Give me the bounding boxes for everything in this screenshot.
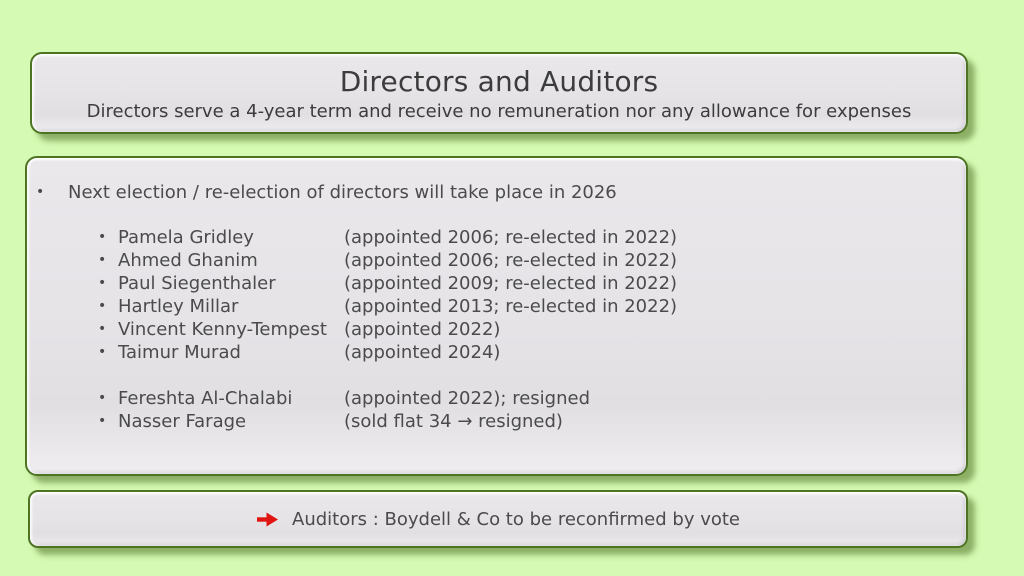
title-panel: Directors and Auditors Directors serve a…	[30, 52, 968, 134]
directors-list: • Pamela Gridley (appointed 2006; re-ele…	[27, 226, 966, 433]
lead-text: Next election / re-election of directors…	[68, 182, 617, 203]
director-detail: (appointed 2022)	[344, 319, 501, 340]
director-name: Nasser Farage	[118, 411, 247, 432]
director-row: • Nasser Farage (sold flat 34 → resigned…	[27, 410, 966, 433]
bullet-icon: •	[98, 252, 107, 268]
director-name: Pamela Gridley	[118, 227, 254, 248]
right-arrow-icon	[256, 511, 279, 528]
footer-panel: Auditors : Boydell & Co to be reconfirme…	[28, 490, 968, 548]
slide-subtitle: Directors serve a 4-year term and receiv…	[86, 101, 912, 122]
director-detail: (appointed 2013; re-elected in 2022)	[344, 296, 678, 317]
bullet-icon: •	[98, 413, 107, 429]
bullet-icon: •	[98, 321, 107, 337]
director-row: • Pamela Gridley (appointed 2006; re-ele…	[27, 226, 966, 249]
director-row: • Fereshta Al-Chalabi (appointed 2022); …	[27, 387, 966, 410]
director-detail: (appointed 2022); resigned	[344, 388, 591, 409]
bullet-icon: •	[98, 229, 107, 245]
bullet-icon: •	[98, 344, 107, 360]
lead-bullet-row: • Next election / re-election of directo…	[27, 181, 966, 204]
bullet-icon: •	[36, 184, 45, 200]
director-name: Ahmed Ghanim	[118, 250, 258, 271]
footer-text: Auditors : Boydell & Co to be reconfirme…	[292, 508, 740, 530]
director-detail: (appointed 2006; re-elected in 2022)	[344, 227, 678, 248]
director-row: • Vincent Kenny-Tempest (appointed 2022)	[27, 318, 966, 341]
director-detail: (appointed 2009; re-elected in 2022)	[344, 273, 678, 294]
bullet-icon: •	[98, 298, 107, 314]
director-row: • Ahmed Ghanim (appointed 2006; re-elect…	[27, 249, 966, 272]
director-name: Hartley Millar	[118, 296, 239, 317]
director-detail: (appointed 2006; re-elected in 2022)	[344, 250, 678, 271]
director-name: Vincent Kenny-Tempest	[118, 319, 327, 340]
bullet-icon: •	[98, 390, 107, 406]
director-row: • Taimur Murad (appointed 2024)	[27, 341, 966, 364]
director-name: Paul Siegenthaler	[118, 273, 276, 294]
slide-title: Directors and Auditors	[339, 65, 659, 98]
director-row: • Hartley Millar (appointed 2013; re-ele…	[27, 295, 966, 318]
director-name: Fereshta Al-Chalabi	[118, 388, 293, 409]
director-name: Taimur Murad	[118, 342, 241, 363]
director-detail: (appointed 2024)	[344, 342, 501, 363]
director-row: • Paul Siegenthaler (appointed 2009; re-…	[27, 272, 966, 295]
content-panel: • Next election / re-election of directo…	[25, 156, 968, 476]
bullet-icon: •	[98, 275, 107, 291]
director-detail: (sold flat 34 → resigned)	[344, 411, 563, 432]
